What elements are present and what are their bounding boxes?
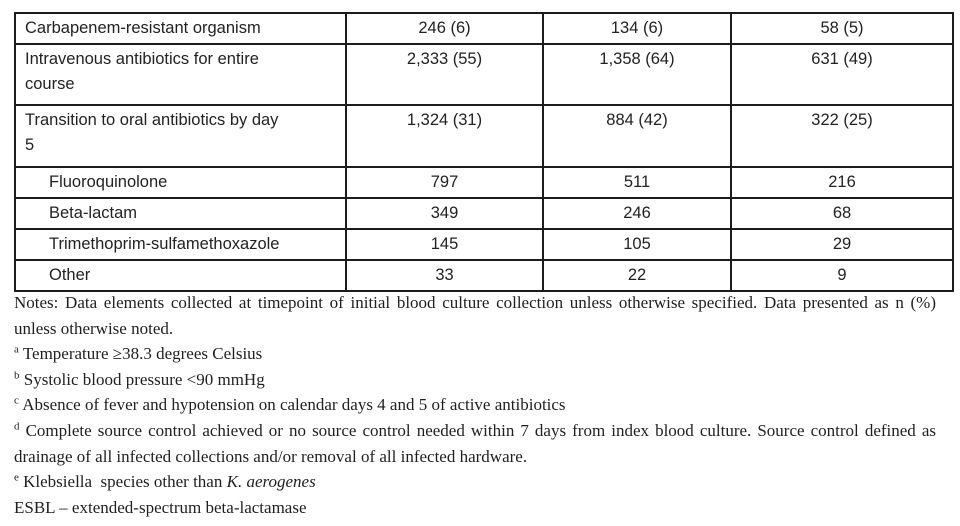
- notes-intro: Notes: Data elements collected at timepo…: [14, 293, 936, 338]
- clinical-data-table: Carbapenem-resistant organism 246 (6) 13…: [14, 12, 954, 292]
- footnote-text-e: Klebsiella species other than: [23, 472, 227, 492]
- cell-value: 29: [730, 228, 954, 261]
- footnote-text-a: Temperature ≥38.3 degrees Celsius: [22, 344, 263, 364]
- cell-value: 33: [345, 259, 544, 292]
- footnote-marker-b: b: [14, 369, 20, 382]
- table-row: Other 33 22 9: [14, 259, 954, 292]
- cell-value: 1,358 (64): [542, 43, 732, 106]
- row-label: Intravenous antibiotics for entire cours…: [25, 50, 259, 93]
- row-label: Fluoroquinolone: [49, 173, 168, 191]
- cell-value: 2,333 (55): [345, 43, 544, 106]
- row-label: Transition to oral antibiotics by day 5: [25, 111, 279, 154]
- cell-value: 322 (25): [730, 104, 954, 168]
- footnote-marker-d: d: [14, 420, 20, 433]
- cell-value: 246 (6): [345, 12, 544, 45]
- footnote-e: e Klebsiella species other than K. aerog…: [14, 469, 936, 495]
- abbreviation-line: ESBL – extended-spectrum beta-lactamase: [14, 497, 307, 517]
- footnote-d: d Complete source control achieved or no…: [14, 418, 936, 469]
- cell-value: 797: [345, 166, 544, 199]
- table-row: Fluoroquinolone 797 511 216: [14, 166, 954, 199]
- cell-value: 631 (49): [730, 43, 954, 106]
- cell-value: 884 (42): [542, 104, 732, 168]
- footnote-text-d: Complete source control achieved or no s…: [14, 420, 937, 466]
- cell-value: 349: [345, 197, 544, 230]
- cell-value: 134 (6): [542, 12, 732, 45]
- row-label: Beta-lactam: [49, 204, 138, 222]
- cell-value: 22: [542, 259, 732, 292]
- footnote-text-b: Systolic blood pressure <90 mmHg: [23, 369, 265, 389]
- notes-section: Notes: Data elements collected at timepo…: [14, 290, 936, 520]
- cell-value: 105: [542, 228, 732, 261]
- cell-value: 216: [730, 166, 954, 199]
- table-row: Carbapenem-resistant organism 246 (6) 13…: [14, 12, 954, 45]
- footnote-b: b Systolic blood pressure <90 mmHg: [14, 367, 936, 393]
- cell-value: 1,324 (31): [345, 104, 544, 168]
- row-label: Other: [49, 266, 91, 284]
- footnote-a: a Temperature ≥38.3 degrees Celsius: [14, 341, 936, 367]
- footnote-text-c: Absence of fever and hypotension on cale…: [22, 395, 566, 415]
- footnote-c: c Absence of fever and hypotension on ca…: [14, 392, 936, 418]
- cell-value: 68: [730, 197, 954, 230]
- footnote-marker-e: e: [14, 471, 19, 484]
- table-row: Beta-lactam 349 246 68: [14, 197, 954, 230]
- footnote-marker-a: a: [14, 343, 19, 356]
- table-row: Transition to oral antibiotics by day 5 …: [14, 104, 954, 168]
- row-label: Carbapenem-resistant organism: [25, 19, 261, 37]
- cell-value: 511: [542, 166, 732, 199]
- cell-value: 58 (5): [730, 12, 954, 45]
- table-row: Trimethoprim-sulfamethoxazole 145 105 29: [14, 228, 954, 261]
- species-name-italic: K. aerogenes: [226, 472, 316, 492]
- footnote-marker-c: c: [14, 394, 19, 407]
- cell-value: 145: [345, 228, 544, 261]
- table-row: Intravenous antibiotics for entire cours…: [14, 43, 954, 106]
- cell-value: 246: [542, 197, 732, 230]
- cell-value: 9: [730, 259, 954, 292]
- row-label: Trimethoprim-sulfamethoxazole: [49, 235, 280, 253]
